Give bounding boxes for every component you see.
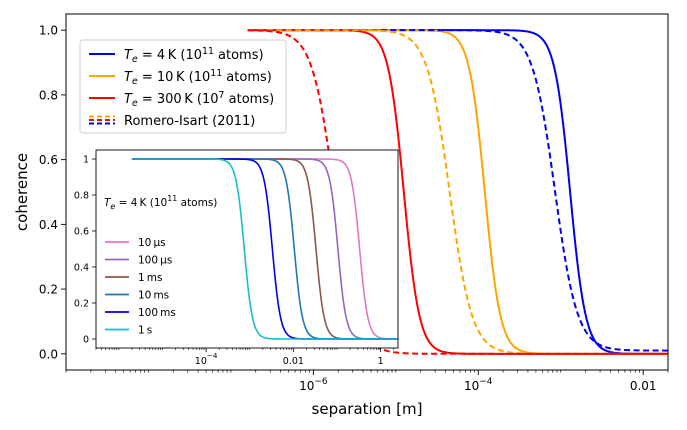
inset-legend-label-s6: 1 s	[138, 325, 152, 337]
inset-y-tick-label: 0.8	[74, 191, 89, 202]
y-axis-title: coherence	[13, 153, 31, 231]
x-axis-title: separation [m]	[312, 400, 423, 418]
inset-legend-label-s1: 10 µs	[138, 237, 166, 249]
y-tick-label: 0.8	[39, 88, 58, 102]
y-tick-label: 0.0	[39, 347, 58, 361]
inset-y-tick-label: 0	[83, 335, 89, 346]
legend-label-romero: Romero-Isart (2011)	[124, 114, 255, 129]
inset-legend-label-s2: 100 µs	[138, 255, 172, 267]
inset-title: Te = 4 K (1011 atoms)	[104, 194, 217, 211]
main-axes-frame	[65, 13, 669, 371]
y-tick-label: 0.2	[39, 283, 58, 297]
main-series-group	[247, 29, 668, 355]
inset-x-tick-label: 0.01	[283, 356, 304, 367]
legend-label-te4: Te = 4 K (1011 atoms)	[124, 46, 264, 65]
y-tick-label: 0.4	[39, 218, 58, 232]
x-tick-label: 10−6	[299, 377, 328, 393]
inset-background	[96, 150, 398, 348]
legend-label-te10: Te = 10 K (1011 atoms)	[124, 68, 272, 87]
x-tick-label: 10−4	[464, 377, 493, 393]
y-tick-label: 0.6	[39, 153, 58, 167]
inset-y-tick-label: 0.6	[74, 227, 89, 238]
y-tick-label: 1.0	[39, 24, 58, 38]
inset-series-line-s6	[131, 158, 398, 340]
inset-legend-label-s4: 10 ms	[138, 290, 169, 302]
inset-legend-label-s3: 1 ms	[138, 272, 162, 284]
x-tick-label: 0.01	[630, 379, 657, 393]
legend-box	[79, 39, 287, 134]
inset-x-tick-label: 1	[378, 356, 384, 367]
legend-label-te300: Te = 300 K (107 atoms)	[124, 90, 274, 109]
series-line-ri_red	[247, 29, 668, 355]
inset-legend-label-s5: 100 ms	[138, 307, 176, 319]
inset-y-tick-label: 0.2	[74, 299, 89, 310]
inset-y-tick-label: 1	[83, 155, 89, 166]
inset-y-tick-label: 0.4	[74, 263, 89, 274]
inset-axes-frame	[95, 149, 399, 349]
inset-x-tick-label: 10−4	[195, 351, 218, 367]
inset-series-group	[131, 158, 398, 340]
